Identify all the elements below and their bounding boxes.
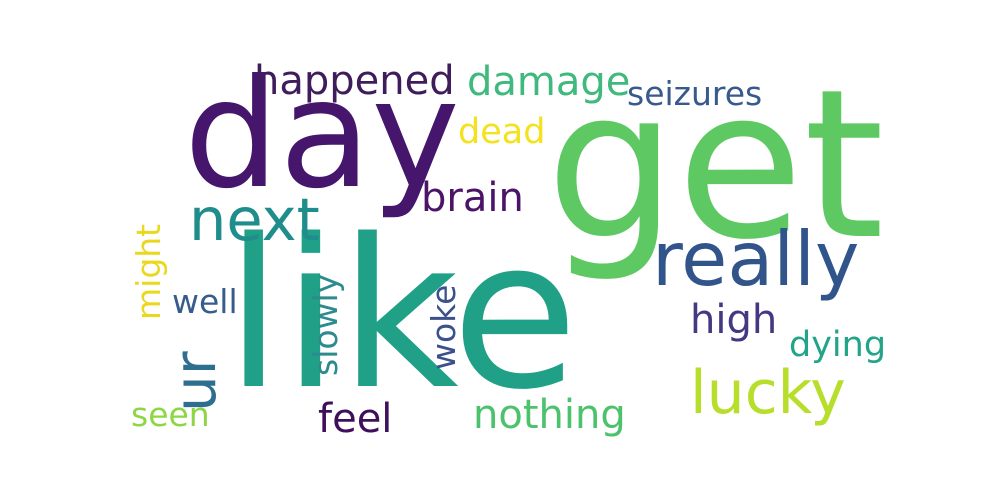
word-dead: dead — [458, 112, 546, 152]
word-brain: brain — [421, 175, 524, 221]
word-slowly: slowly — [306, 273, 345, 376]
word-next: next — [189, 185, 320, 254]
word-feel: feel — [318, 396, 393, 442]
word-seizures: seizures — [627, 74, 763, 113]
word-damage: damage — [467, 59, 631, 105]
word-high: high — [690, 297, 778, 343]
word-happened: happened — [254, 58, 455, 104]
word-might: might — [129, 223, 168, 320]
word-nothing: nothing — [473, 392, 626, 438]
word-well: well — [172, 282, 238, 321]
word-woke: woke — [424, 284, 463, 370]
word-like: like — [225, 195, 579, 435]
word-day: day — [184, 48, 460, 222]
word-get: get — [546, 45, 885, 285]
word-seen: seen — [131, 395, 210, 434]
word-dying: dying — [789, 325, 887, 365]
word-lucky: lucky — [690, 358, 846, 428]
word-really: really — [652, 215, 860, 303]
